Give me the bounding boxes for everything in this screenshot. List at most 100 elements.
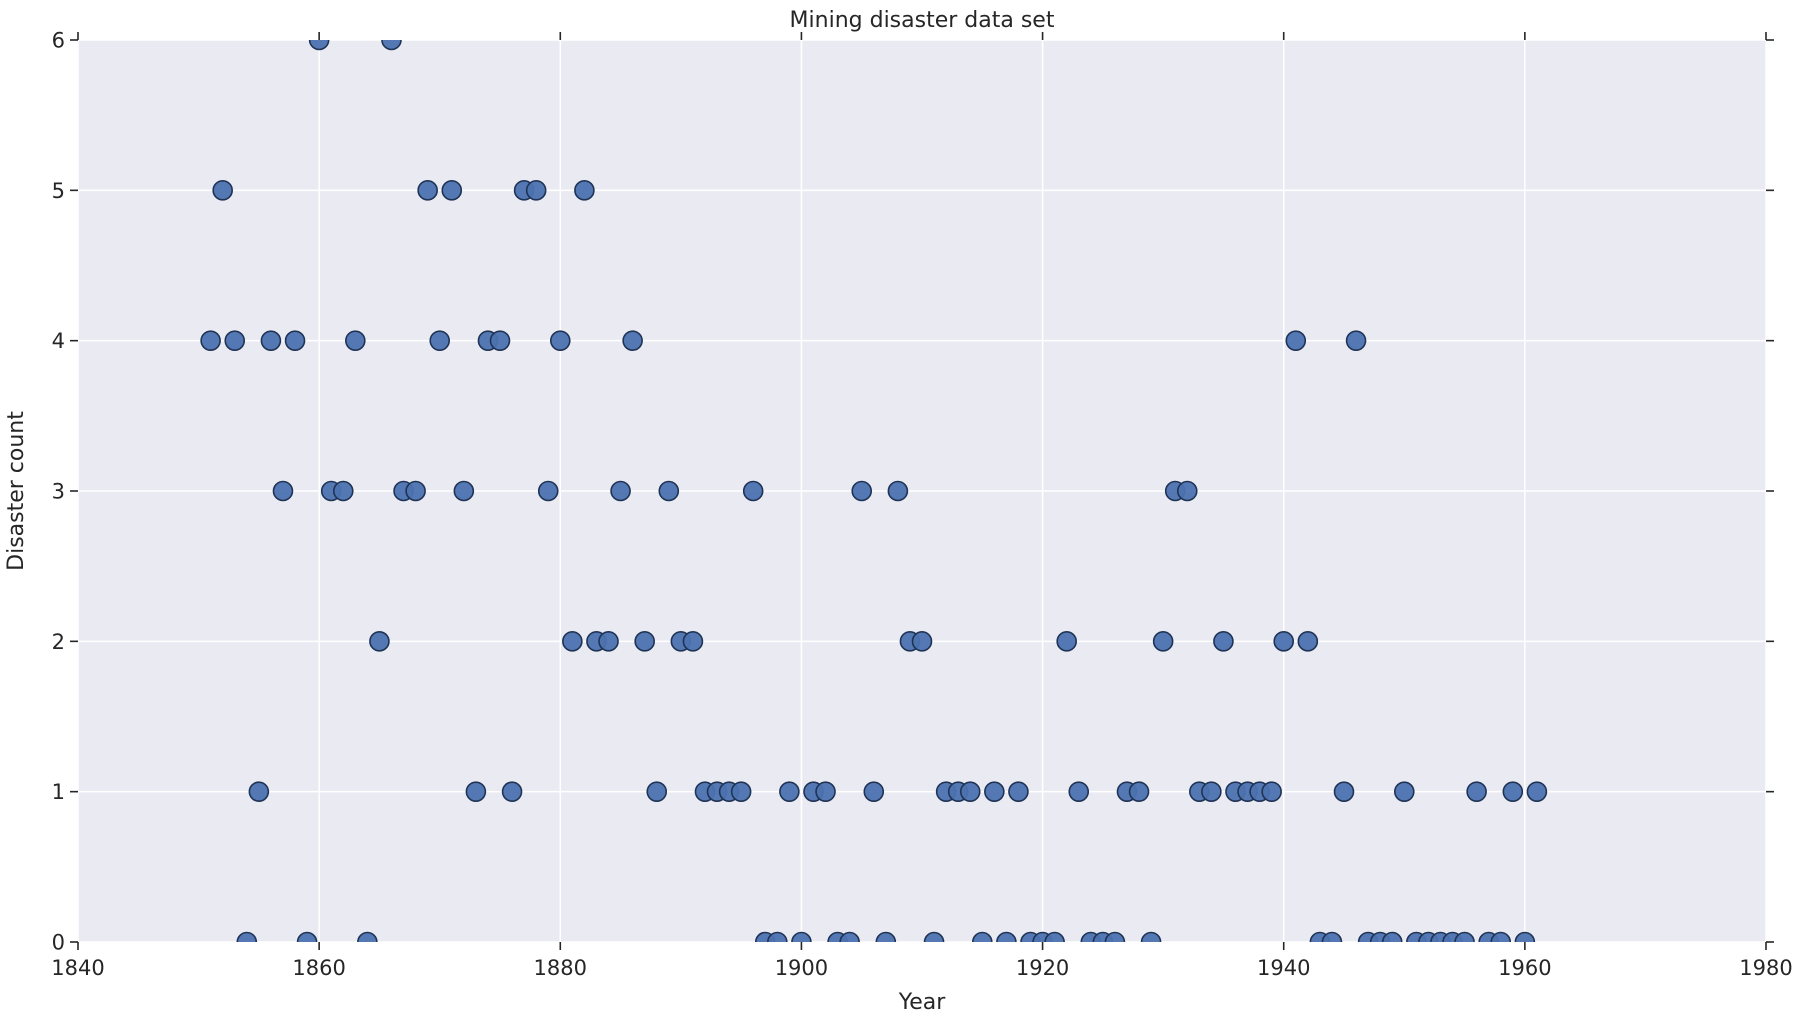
y-tick-label: 6	[52, 29, 65, 53]
data-point	[923, 931, 945, 942]
data-point	[1261, 781, 1282, 802]
x-tick-label: 1900	[775, 956, 828, 980]
data-point	[357, 931, 378, 942]
data-point	[429, 330, 451, 351]
data-point	[971, 931, 993, 942]
data-point	[332, 480, 354, 502]
y-axis-label: Disaster count	[4, 411, 29, 571]
data-point	[369, 631, 390, 652]
data-point	[622, 330, 643, 351]
data-point	[1393, 781, 1415, 802]
x-axis-label: Year	[898, 990, 947, 1015]
x-tick-label: 1980	[1739, 956, 1792, 980]
chart-title: Mining disaster data set	[790, 8, 1055, 33]
x-tick-label: 1920	[1016, 956, 1069, 980]
x-tick-label: 1940	[1257, 956, 1310, 980]
data-point	[1514, 931, 1536, 942]
data-point	[1140, 931, 1162, 942]
data-point	[260, 330, 282, 351]
data-point	[742, 480, 764, 502]
data-point	[779, 781, 800, 802]
data-point	[537, 480, 559, 502]
data-point	[345, 330, 366, 351]
data-point	[1044, 931, 1065, 942]
data-point	[1128, 781, 1150, 802]
x-tick-label: 1840	[51, 956, 104, 980]
data-point	[200, 330, 221, 351]
data-point	[767, 931, 788, 942]
y-tick-label: 3	[52, 480, 65, 504]
data-point	[911, 631, 933, 652]
data-point	[1490, 931, 1512, 942]
data-point	[863, 781, 885, 802]
y-tick-label: 5	[52, 179, 65, 203]
y-tick-labels: 0 1 2 3 4 5 6	[52, 29, 65, 955]
x-tick-label: 1880	[534, 956, 587, 980]
data-point	[610, 480, 631, 502]
data-point	[296, 931, 318, 942]
data-point	[1502, 781, 1524, 802]
data-point	[1201, 781, 1222, 802]
data-point	[224, 330, 246, 351]
data-point	[658, 480, 680, 502]
data-point	[959, 781, 981, 802]
data-point	[839, 931, 860, 942]
data-point	[1176, 480, 1198, 502]
data-point	[682, 631, 704, 652]
data-point	[634, 631, 655, 652]
data-points	[200, 40, 1548, 942]
x-tick-label: 1960	[1498, 956, 1551, 980]
data-point	[308, 40, 330, 51]
data-point	[887, 480, 909, 502]
data-point	[405, 480, 426, 502]
data-point	[1056, 631, 1077, 652]
data-point	[996, 931, 1017, 942]
y-tick-label: 0	[52, 931, 65, 955]
data-point	[248, 781, 270, 802]
data-point	[1008, 781, 1029, 802]
data-point	[465, 781, 487, 802]
data-point	[1526, 781, 1548, 802]
data-point	[549, 330, 571, 351]
data-point	[1213, 631, 1234, 652]
axis-ticks	[70, 32, 1774, 950]
data-point	[1068, 781, 1090, 802]
data-point	[646, 781, 668, 802]
x-tick-label: 1860	[292, 956, 345, 980]
data-point	[212, 180, 233, 201]
data-point	[1152, 631, 1174, 652]
data-point	[791, 931, 812, 942]
data-point	[236, 931, 258, 942]
data-point	[1321, 931, 1343, 942]
data-point	[574, 180, 595, 201]
data-point	[984, 781, 1005, 802]
data-point	[501, 781, 523, 802]
data-point	[598, 631, 619, 652]
data-point	[1454, 931, 1475, 942]
data-point	[562, 631, 583, 652]
data-point	[1345, 330, 1367, 351]
data-point	[730, 781, 752, 802]
data-point	[453, 480, 475, 502]
data-point	[272, 480, 294, 502]
data-point	[441, 180, 463, 201]
data-point	[875, 931, 897, 942]
data-point	[284, 330, 306, 351]
y-tick-label: 2	[52, 630, 65, 654]
data-point	[417, 180, 438, 201]
data-point	[1466, 781, 1487, 802]
data-point	[1285, 330, 1307, 351]
y-tick-label: 4	[52, 329, 65, 353]
data-point	[1104, 931, 1126, 942]
data-point	[851, 480, 873, 502]
data-point	[525, 180, 547, 201]
data-point	[381, 40, 402, 51]
data-point	[1297, 631, 1319, 652]
data-point	[815, 781, 836, 802]
y-tick-label: 1	[52, 780, 65, 804]
data-point	[489, 330, 511, 351]
data-point	[1333, 781, 1355, 802]
data-point	[1381, 931, 1403, 942]
